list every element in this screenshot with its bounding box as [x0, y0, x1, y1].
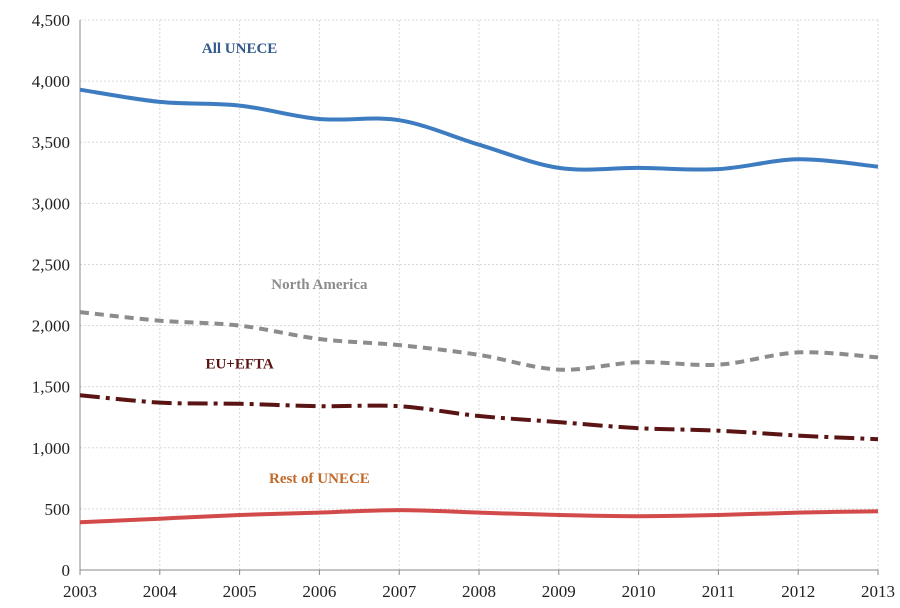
- y-tick-label: 0: [62, 561, 71, 580]
- x-tick-label: 2012: [781, 582, 815, 601]
- x-tick-label: 2004: [143, 582, 178, 601]
- x-axis-ticks: 2003 2004 2005 2006 2007 2008 2009 2010 2011 2012…: [63, 570, 895, 601]
- series-line-eu-efta: [79, 393, 879, 442]
- series-label: North America: [271, 277, 368, 293]
- y-axis-ticks: 0 500 1,000 1,500 2,000 2,500 3,000 3,500 4,000 4…: [32, 11, 70, 580]
- series-line-rest-of-unece: [79, 508, 879, 525]
- series-line-all-unece: [79, 87, 879, 172]
- x-tick-label: 2011: [702, 582, 735, 601]
- gridlines: [80, 19, 879, 570]
- y-tick-label: 1,500: [32, 378, 70, 397]
- x-tick-label: 2003: [63, 582, 97, 601]
- series-line-north-america: [79, 310, 879, 372]
- y-tick-label: 3,500: [32, 133, 70, 152]
- y-tick-label: 4,000: [32, 72, 70, 91]
- x-tick-label: 2009: [542, 582, 576, 601]
- x-tick-label: 2007: [382, 582, 417, 601]
- x-tick-label: 2013: [861, 582, 895, 601]
- series-label: EU+EFTA: [205, 356, 273, 372]
- x-tick-label: 2008: [462, 582, 496, 601]
- series-label: All UNECE: [202, 41, 277, 57]
- series-lines: [79, 87, 879, 525]
- y-tick-label: 3,000: [32, 194, 70, 213]
- x-tick-label: 2006: [302, 582, 336, 601]
- series-labels: All UNECE North America EU+EFTA Rest of UNE…: [202, 41, 370, 487]
- y-tick-label: 500: [45, 500, 71, 519]
- x-tick-label: 2010: [622, 582, 656, 601]
- series-label: Rest of UNECE: [269, 471, 370, 487]
- y-tick-label: 2,500: [32, 255, 70, 274]
- y-tick-label: 2,000: [32, 317, 70, 336]
- y-tick-label: 4,500: [32, 11, 70, 30]
- x-tick-label: 2005: [223, 582, 257, 601]
- y-tick-label: 1,000: [32, 439, 70, 458]
